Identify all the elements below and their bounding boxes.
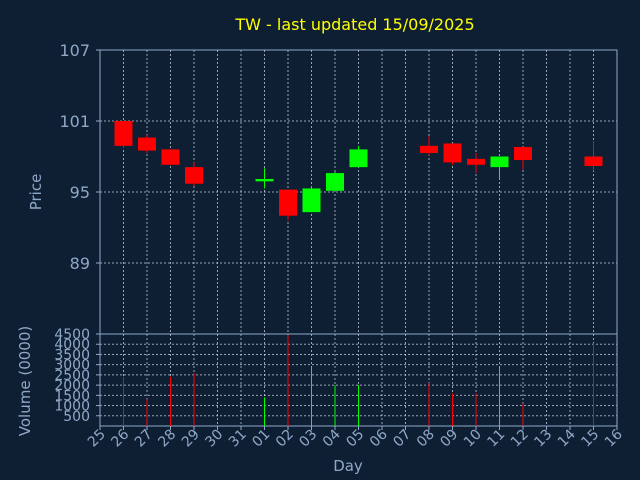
volume-tick-label: 2500 xyxy=(54,368,90,384)
day-tick-label: 28 xyxy=(155,427,179,451)
volume-tick-label: 1000 xyxy=(54,399,90,415)
volume-bars xyxy=(123,335,594,426)
day-tick-label: 15 xyxy=(578,427,602,451)
volume-axis-label: Volume (0000) xyxy=(16,326,34,436)
chart-title: TW - last updated 15/09/2025 xyxy=(234,15,474,34)
volume-tick-label: 4500 xyxy=(54,327,90,343)
day-tick-label: 13 xyxy=(531,427,555,451)
volume-tick-label: 3500 xyxy=(54,347,90,363)
candle-body xyxy=(467,158,485,165)
candle-body xyxy=(161,149,180,165)
day-tick-label: 26 xyxy=(108,426,132,450)
day-tick-label: 02 xyxy=(273,427,297,451)
candle-body xyxy=(349,149,368,168)
candle-body xyxy=(420,145,438,153)
day-axis: 25 26 27 28 29 30 31 01 02 03 04 05 06 07 08 09 10 11 12 13… xyxy=(85,426,626,450)
day-tick-label: 25 xyxy=(85,427,109,451)
day-tick-label: 09 xyxy=(437,427,461,451)
day-tick-label: 03 xyxy=(296,427,320,451)
day-tick-label: 31 xyxy=(226,427,250,451)
volume-tick-label: 4000 xyxy=(54,337,90,353)
day-tick-label: 12 xyxy=(508,427,532,451)
candle-body xyxy=(490,156,509,168)
candle-body xyxy=(514,147,532,161)
candle-body xyxy=(138,137,156,151)
day-tick-label: 05 xyxy=(343,427,367,451)
volume-tick-label: 2000 xyxy=(54,378,90,394)
price-tick-label: 101 xyxy=(59,112,90,131)
candle-body xyxy=(302,188,321,213)
day-tick-label: 30 xyxy=(202,427,226,451)
day-tick-label: 01 xyxy=(249,427,273,451)
day-tick-label: 10 xyxy=(461,427,485,451)
candle-body xyxy=(185,167,203,184)
candle-body xyxy=(114,121,133,146)
price-grid xyxy=(100,49,617,334)
day-tick-label: 04 xyxy=(320,426,344,450)
candle-body xyxy=(326,173,344,191)
candles xyxy=(114,121,603,221)
candle-body xyxy=(255,178,274,182)
price-tick-label: 107 xyxy=(59,41,90,60)
candle-body xyxy=(279,189,297,216)
day-axis-label: Day xyxy=(333,457,363,475)
candle-body xyxy=(584,156,603,166)
price-tick-label: 89 xyxy=(70,254,90,273)
candle-body xyxy=(443,143,462,163)
price-tick-label: 95 xyxy=(70,183,90,202)
day-tick-label: 06 xyxy=(367,426,391,450)
day-tick-label: 11 xyxy=(484,427,508,451)
volume-tick-label: 500 xyxy=(63,409,90,425)
volume-tick-label: 1500 xyxy=(54,388,90,404)
day-tick-label: 16 xyxy=(602,426,626,450)
day-tick-label: 14 xyxy=(555,426,579,450)
day-tick-label: 29 xyxy=(179,427,203,451)
price-axis-label: Price xyxy=(27,174,45,211)
volume-tick-label: 3000 xyxy=(54,358,90,374)
day-tick-label: 07 xyxy=(390,427,414,451)
day-tick-label: 08 xyxy=(414,427,438,451)
price-axis: 89 95 101 107 xyxy=(59,41,100,273)
day-tick-label: 27 xyxy=(132,427,156,451)
